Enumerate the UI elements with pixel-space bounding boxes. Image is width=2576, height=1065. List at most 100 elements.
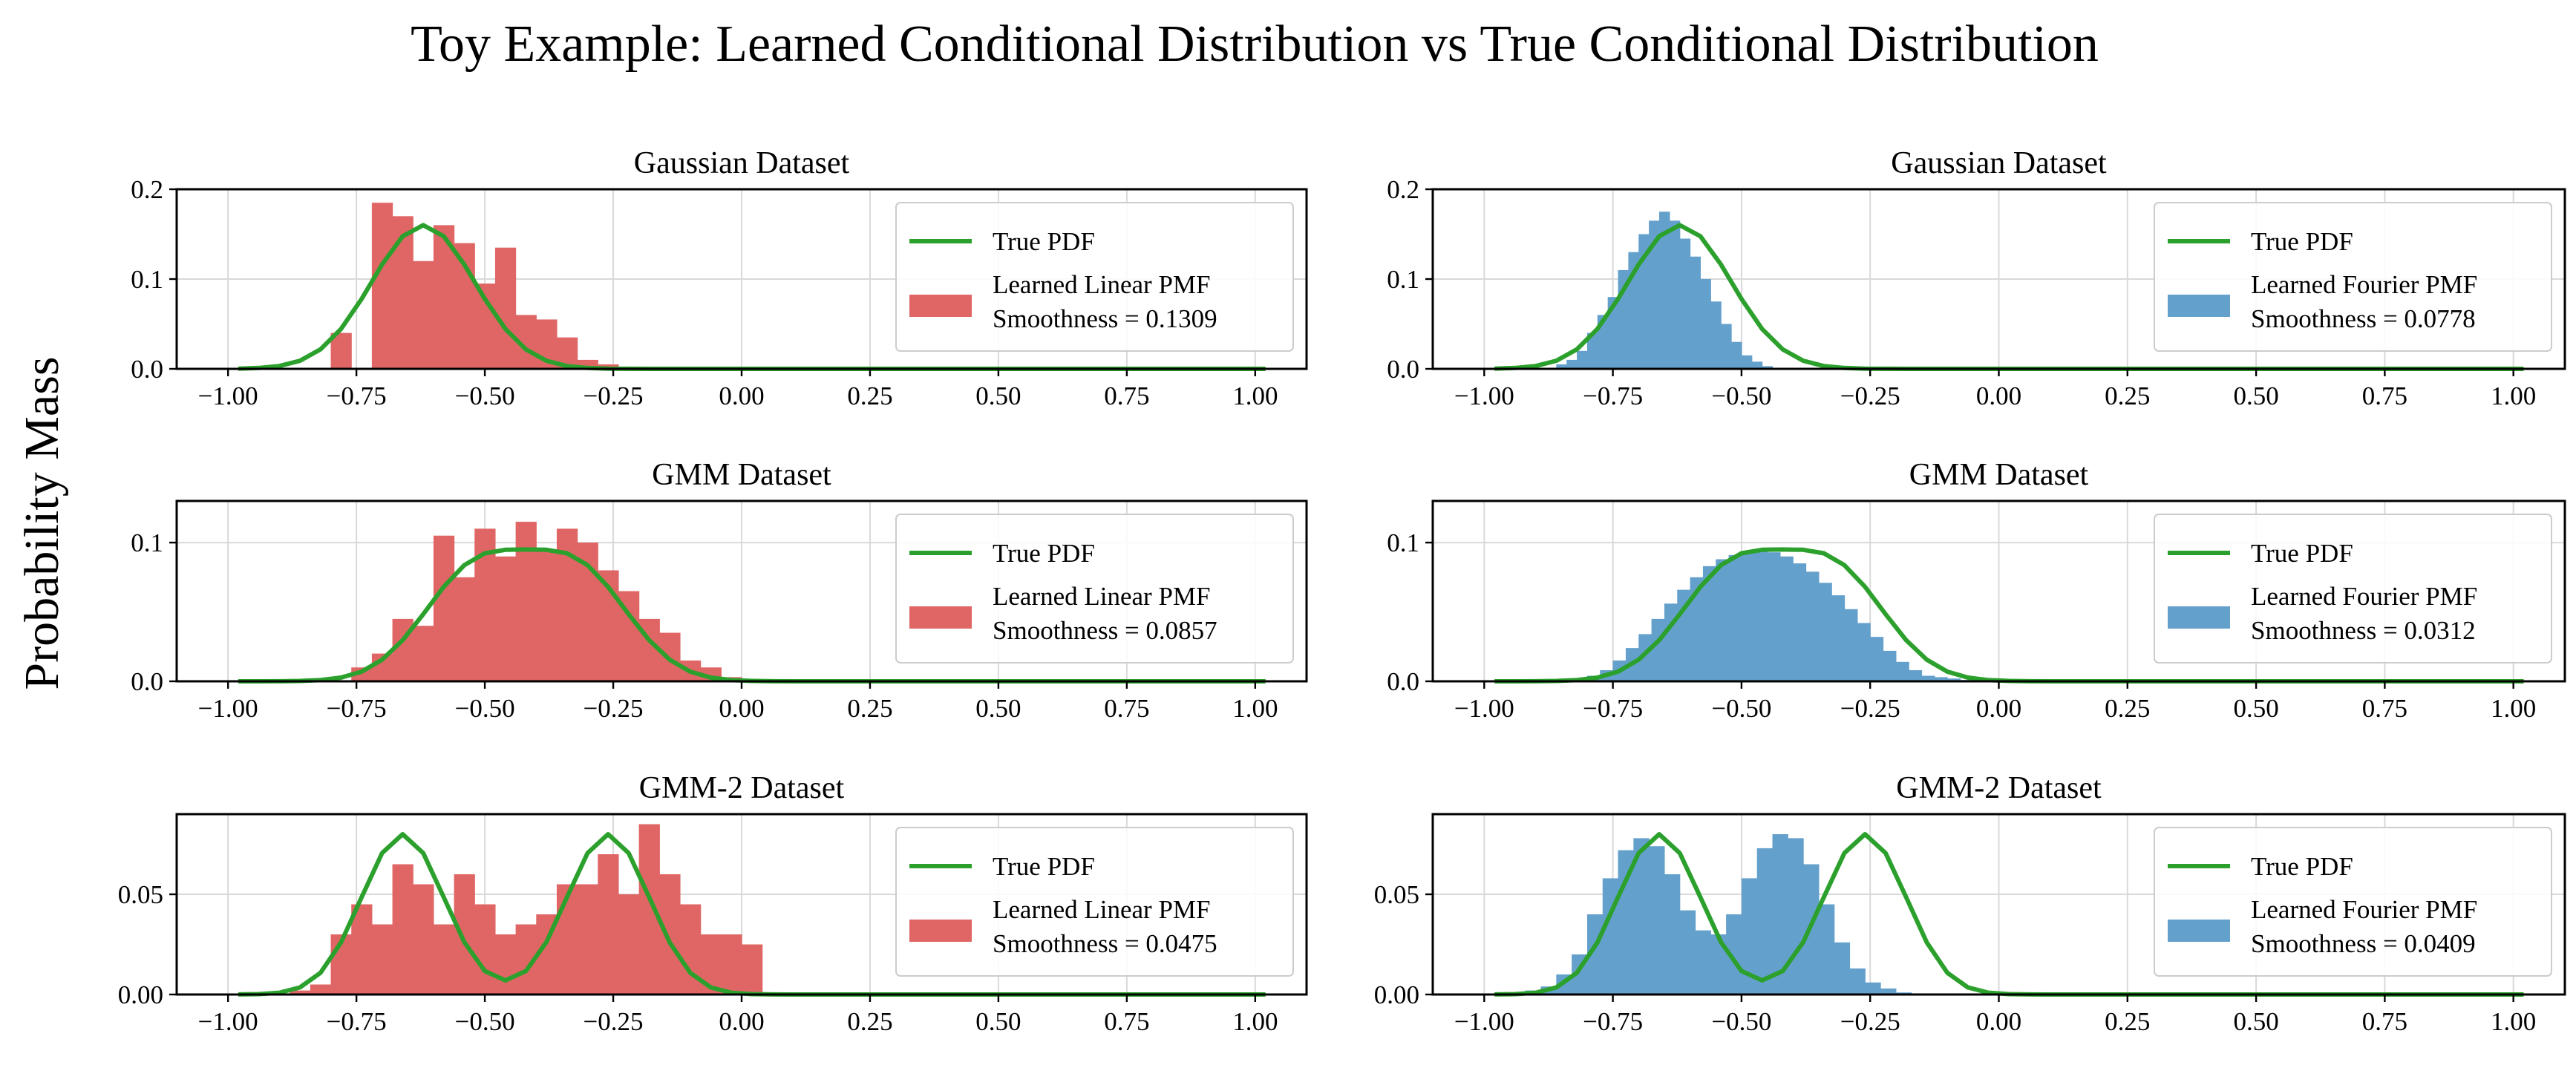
y-tick-label: 0.0 [131,355,163,384]
x-tick-label: 0.00 [1976,381,2021,410]
histogram-bar [659,874,681,994]
panel-fourier-gmm: GMM Dataset −1.00 −0.75 −0.50 −0.25 0.00 0.25 0… [1387,458,2566,723]
histogram-bar [1633,838,1650,994]
histogram-bar [474,904,496,994]
x-tick-label: −0.50 [1711,694,1771,723]
histogram-bar [1659,212,1670,369]
histogram-bar [1728,554,1742,681]
histogram-bar [515,522,537,681]
x-tick-label: −0.50 [455,1007,515,1036]
legend-true-pdf-label: True PDF [2251,539,2353,568]
legend-learned-label: Learned Fourier PMF [2251,895,2477,924]
y-tick-label: 0.00 [118,980,163,1009]
x-tick-label: −1.00 [198,381,258,410]
x-tick-label: 1.00 [2491,381,2536,410]
histogram-bar [1607,297,1619,369]
histogram-bar [1577,350,1588,369]
x-tick-label: 0.50 [975,694,1021,723]
legend-learned-swatch [2168,920,2230,942]
x-tick-label: 1.00 [2491,1007,2536,1036]
histogram-bar [1651,618,1665,681]
x-tick-label: −0.50 [455,381,515,410]
x-tick-label: 0.00 [719,1007,764,1036]
histogram-bar [1818,583,1832,681]
histogram-bar [433,535,455,681]
histogram-bar [577,884,598,994]
histogram-bar [1702,566,1716,681]
histogram-bar [413,626,434,681]
histogram-bar [494,247,517,369]
y-tick-label: 0.05 [1374,880,1419,909]
x-tick-label: −0.25 [583,381,644,410]
legend-smoothness-label: Smoothness = 0.0857 [993,616,1217,645]
histogram-bar [310,984,332,994]
y-tick-label: 0.2 [1387,175,1419,204]
legend-learned-label: Learned Linear PMF [993,270,1211,299]
histogram-bar [1934,677,1948,681]
histogram-bar [1849,968,1866,994]
histogram-bar [1679,238,1691,369]
panel-fourier-gaussian: Gaussian Dataset−1.00 −0.75 −0.50 −0.25 0.00… [1387,146,2566,410]
x-tick-label: 0.25 [847,1007,892,1036]
histogram-bar [1679,910,1696,994]
legend-learned-label: Learned Fourier PMF [2251,270,2477,299]
histogram-bar [1947,678,1961,681]
histogram-bar [1710,301,1722,369]
x-tick-label: −1.00 [198,1007,258,1036]
legend-true-pdf-label: True PDF [2251,227,2353,256]
x-tick-label: −1.00 [1454,694,1514,723]
histogram-bar [679,904,702,994]
histogram-bar [1754,551,1768,681]
y-tick-label: 0.05 [118,880,163,909]
histogram-bar [494,556,517,681]
histogram-bar [1726,914,1742,994]
x-tick-label: 1.00 [1232,1007,1278,1036]
histogram-bar [1741,552,1755,681]
legend-smoothness-label: Smoothness = 0.0312 [2251,616,2476,645]
histogram-bar [1844,609,1858,681]
histogram-bar [1870,637,1884,681]
legend-smoothness-label: Smoothness = 0.0778 [2251,304,2476,333]
x-tick-label: 0.75 [2362,1007,2407,1036]
y-tick-label: 0.0 [131,667,163,696]
x-tick-label: −1.00 [1454,1007,1514,1036]
legend-box [2154,827,2552,977]
x-tick-label: −0.75 [1583,1007,1643,1036]
x-tick-label: 0.00 [719,694,764,723]
x-tick-label: 0.75 [2362,694,2407,723]
histogram-bar [351,904,373,994]
histogram-bar [536,549,558,681]
histogram-bar [1649,220,1660,369]
x-tick-label: 1.00 [1232,381,1278,410]
histogram-bar [1731,341,1742,369]
legend-true-pdf-label: True PDF [2251,852,2353,881]
y-tick-label: 0.1 [1387,265,1419,294]
x-tick-label: 0.75 [1104,694,1149,723]
histogram-bar [1710,934,1727,994]
legend: True PDF Learned Linear PMF Smoothness = 0… [895,827,1294,977]
panel-title: GMM-2 Dataset [1896,771,2102,805]
histogram-bar [1756,848,1774,994]
histogram-bar [618,894,640,994]
x-tick-label: 0.50 [2233,694,2278,723]
histogram-bar [1751,361,1763,369]
x-tick-label: 0.00 [1976,1007,2021,1036]
x-tick-label: −0.50 [1711,381,1771,410]
panel-title: GMM-2 Dataset [639,771,845,805]
x-tick-label: 0.25 [2105,694,2150,723]
panel-linear-gmm: GMM Dataset −1.00 −0.75 −0.50 −0.25 0.00 0.25 0… [131,458,1308,723]
x-tick-label: −1.00 [198,694,258,723]
histogram-bar [1602,878,1619,994]
histogram-bar [1741,355,1753,369]
histogram-bar [371,924,393,994]
legend-true-pdf-label: True PDF [993,539,1095,568]
x-tick-label: 0.50 [2233,381,2278,410]
legend-box [2154,202,2552,352]
x-tick-label: −0.75 [327,381,387,410]
histogram-bar [1700,279,1711,369]
histogram-bar [1818,904,1835,994]
x-tick-label: 1.00 [2491,694,2536,723]
panel-title: Gaussian Dataset [634,146,850,180]
histogram-bar [1883,650,1897,681]
